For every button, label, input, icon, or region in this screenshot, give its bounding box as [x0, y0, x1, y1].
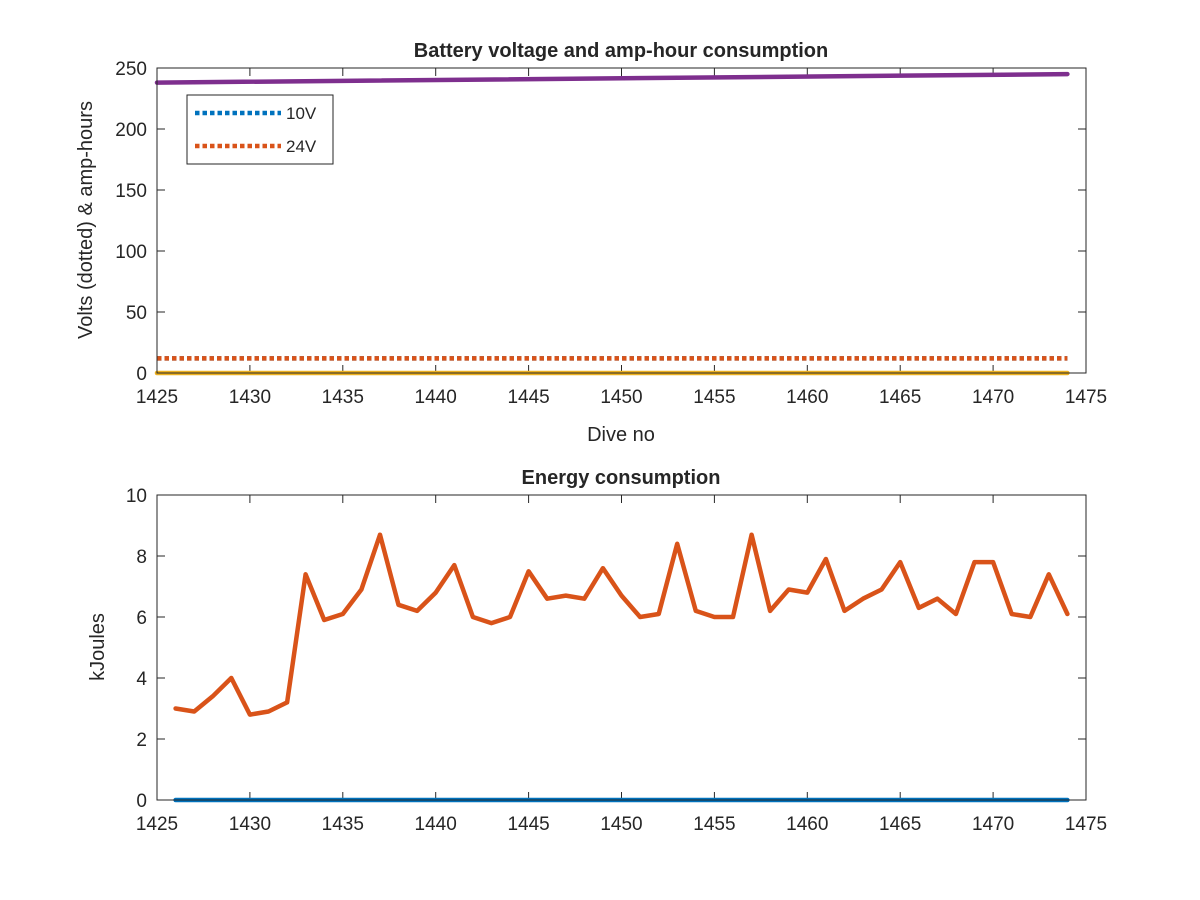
top-chart-xtick-label: 1460: [786, 387, 828, 408]
legend-box: [186, 94, 334, 165]
top-chart-xtick-label: 1455: [693, 387, 735, 408]
bottom-chart-xtick-label: 1440: [415, 814, 457, 835]
bottom-chart-series-line-1: [173, 532, 1070, 717]
top-chart-ticks: 1425 1430 1435 1440 1445 1450 1455 1460 1465 1470…: [115, 59, 1107, 408]
top-chart-ytick-label: 100: [115, 242, 147, 263]
bottom-chart-xtick-label: 1475: [1065, 814, 1107, 835]
top-chart-xtick-label: 1435: [322, 387, 364, 408]
top-chart-ytick-label: 150: [115, 181, 147, 202]
top-chart-frame: [156, 67, 1087, 374]
bottom-chart-xtick-label: 1445: [507, 814, 549, 835]
bottom-chart-ylabel: kJoules: [87, 613, 109, 681]
top-chart-xtick-label: 1430: [229, 387, 271, 408]
bottom-chart: Energy consumption kJoules 1425 1430 1435 1…: [87, 467, 1107, 835]
legend: 10V 24V: [186, 94, 334, 165]
legend-label-24v: 24V: [286, 137, 317, 156]
bottom-chart-ticks: 1425 1430 1435 1440 1445 1450 1455 1460 1465 1470…: [126, 486, 1107, 835]
bottom-chart-xtick-label: 1425: [136, 814, 178, 835]
top-chart-ylabel: Volts (dotted) & amp-hours: [75, 101, 97, 339]
top-chart-xtick-label: 1440: [415, 387, 457, 408]
top-chart-ytick-label: 0: [136, 364, 147, 385]
top-chart-xtick-label: 1445: [507, 387, 549, 408]
top-chart-xtick-label: 1465: [879, 387, 921, 408]
bottom-chart-xtick-label: 1450: [600, 814, 642, 835]
bottom-chart-frame: [156, 494, 1087, 801]
bottom-chart-xtick-label: 1460: [786, 814, 828, 835]
bottom-chart-ytick-label: 8: [136, 547, 147, 568]
bottom-chart-title: Energy consumption: [522, 467, 721, 489]
top-chart-ytick-label: 250: [115, 59, 147, 80]
top-chart-title: Battery voltage and amp-hour consumption: [414, 40, 828, 62]
bottom-chart-ytick-label: 2: [136, 730, 147, 751]
bottom-chart-ytick-label: 0: [136, 791, 147, 812]
bottom-chart-ytick-label: 6: [136, 608, 147, 629]
bottom-chart-xtick-label: 1435: [322, 814, 364, 835]
top-chart-ytick-label: 50: [126, 303, 147, 324]
bottom-chart-ytick-label: 10: [126, 486, 147, 507]
top-chart-series-line-3: [154, 71, 1070, 85]
bottom-chart-series: [173, 532, 1070, 803]
top-chart-xtick-label: 1475: [1065, 387, 1107, 408]
top-chart-xtick-label: 1425: [136, 387, 178, 408]
top-chart-ytick-label: 200: [115, 120, 147, 141]
top-chart-xtick-label: 1450: [600, 387, 642, 408]
bottom-chart-xtick-label: 1455: [693, 814, 735, 835]
top-chart: Battery voltage and amp-hour consumption…: [75, 40, 1107, 446]
bottom-chart-xtick-label: 1470: [972, 814, 1014, 835]
bottom-chart-xtick-label: 1430: [229, 814, 271, 835]
legend-label-10v: 10V: [286, 104, 317, 123]
top-chart-xtick-label: 1470: [972, 387, 1014, 408]
bottom-chart-ytick-label: 4: [136, 669, 147, 690]
top-chart-xlabel: Dive no: [587, 424, 655, 446]
bottom-chart-xtick-label: 1465: [879, 814, 921, 835]
